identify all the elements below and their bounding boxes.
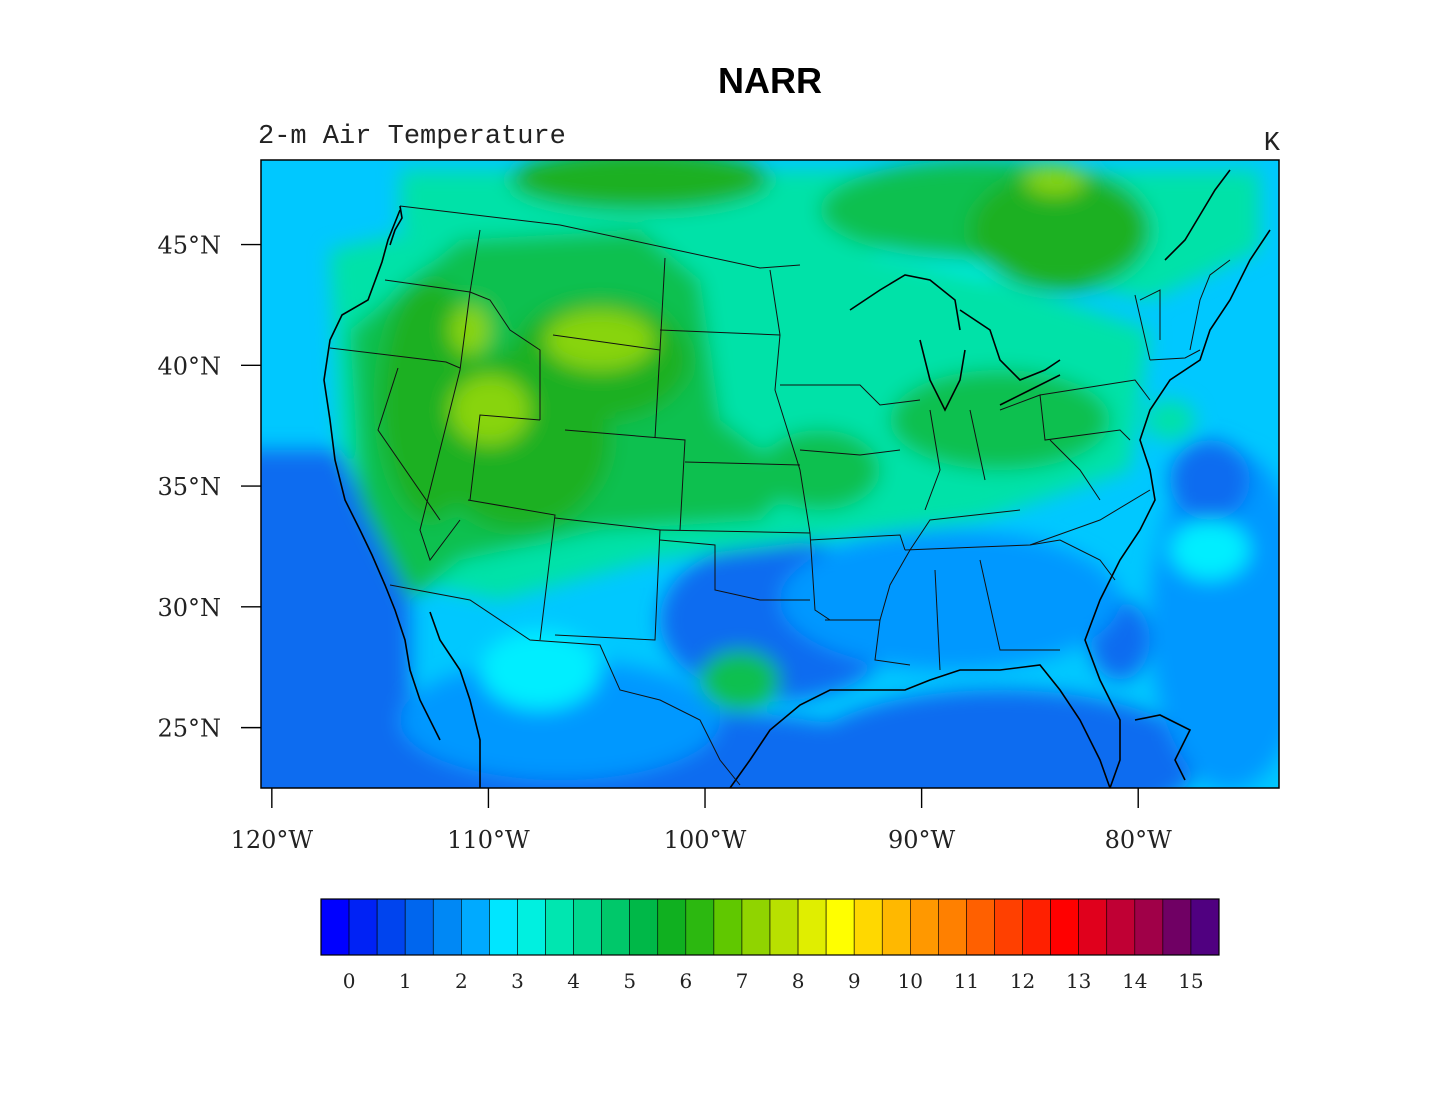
colorbar-swatch [994,898,1023,956]
colorbar-swatch [741,898,771,956]
lon-tick-label: 120°W [231,826,314,854]
colorbar-label: 10 [898,969,923,993]
colorbar-label: 15 [1178,969,1203,993]
colorbar-swatch [657,898,687,956]
lat-tick-label: 25°N [157,715,221,743]
colorbar-swatch [713,898,743,956]
colorbar-swatch [601,898,630,956]
colorbar-frame [320,898,1220,956]
colorbar-swatch [938,898,967,956]
colorbar-label: 12 [1010,969,1035,993]
lat-tick-label: 40°N [157,352,221,380]
colorbar-swatch [629,898,659,956]
colorbar-labels: 0 1 2 3 4 5 6 7 8 9 10 11 12 13 14 15 [343,969,1204,993]
colorbar-label: 13 [1066,969,1091,993]
colorbar-swatch [517,898,546,956]
colorbar-label: 6 [679,969,692,993]
map-title: NARR [718,60,822,101]
colorbar-label: 7 [736,969,749,993]
colorbar-swatch [404,898,434,956]
colorbar-swatch [769,898,799,956]
lon-tick-label: 90°W [888,826,956,854]
colorbar-swatch [1190,898,1220,956]
colorbar-swatch [825,898,855,956]
colorbar-swatch [966,898,995,956]
state-borders [329,205,1231,786]
colorbar-swatch [1078,898,1108,956]
colorbar-label: 14 [1122,969,1147,993]
colorbar-swatch [853,898,883,956]
colorbar-swatch [910,898,939,956]
lat-tick-label: 35°N [157,473,221,501]
colorbar-swatch [432,898,462,956]
colorbar-label: 11 [954,969,979,993]
latitude-axis: 25°N 30°N 35°N 40°N 45°N [157,232,261,743]
colorbar-label: 5 [623,969,636,993]
longitude-axis: 120°W 110°W 100°W 90°W 80°W [231,788,1173,854]
colorbar-swatch [376,898,406,956]
units-label: K [1264,129,1281,159]
lon-tick-label: 100°W [664,826,747,854]
colorbar-label: 3 [511,969,524,993]
colorbar-swatch [1022,898,1051,956]
colorbar-label: 0 [343,969,356,993]
colorbar-swatch [797,898,827,956]
colorbar-swatch [1050,898,1079,956]
map-frame [260,159,1280,789]
colorbar-swatch [573,898,602,956]
colorbar-swatch [489,898,518,956]
lat-tick-label: 30°N [157,594,221,622]
colorbar-label: 2 [455,969,468,993]
colorbar-swatch [348,898,378,956]
colorbar-swatch [1106,898,1136,956]
colorbar-swatch [685,898,715,956]
temperature-field [261,160,1279,788]
colorbar-label: 1 [399,969,412,993]
colorbar-label: 4 [567,969,580,993]
variable-name: 2-m Air Temperature [258,122,566,152]
colorbar-label: 8 [792,969,805,993]
lat-tick-label: 45°N [157,232,221,260]
lon-tick-label: 110°W [447,826,530,854]
colorbar-label: 9 [848,969,861,993]
colorbar [320,898,1220,956]
lon-tick-label: 80°W [1105,826,1173,854]
colorbar-swatch [461,898,490,956]
colorbar-swatch [545,898,574,956]
colorbar-swatch [881,898,911,956]
colorbar-swatch [320,898,350,956]
colorbar-swatch [1162,898,1192,956]
coastlines [323,169,1271,788]
colorbar-swatch [1134,898,1164,956]
